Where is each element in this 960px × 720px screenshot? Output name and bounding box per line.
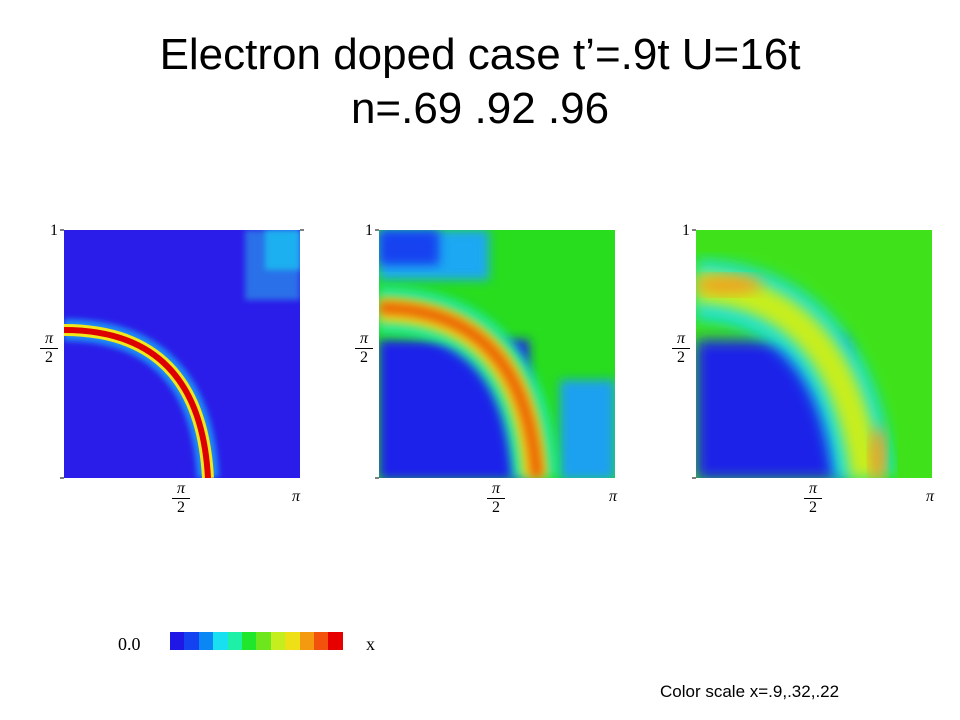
- color-swatch-6: [256, 632, 271, 650]
- color-swatch-2: [198, 632, 214, 650]
- x-frac-num: π: [172, 480, 190, 499]
- color-scale-min-label: 0.0: [118, 634, 141, 654]
- y-label-1: 1: [50, 222, 58, 239]
- y-frac-num: π: [672, 330, 690, 349]
- title-line-2: n=.69 .92 .96: [350, 84, 610, 133]
- plot-3-hot-bottom: [870, 427, 886, 478]
- plot-1-corner-inner: [265, 230, 300, 270]
- plot-2-top-left-dark: [379, 230, 439, 265]
- x-label-pi-half: π 2: [172, 480, 190, 517]
- contour-plot-3: 1 π 2 π 2 π: [672, 200, 960, 530]
- y-label-1: 1: [365, 222, 373, 239]
- color-swatch-9: [299, 632, 314, 650]
- contour-plot-2-svg: [375, 229, 615, 479]
- y-label-pi-half: π 2: [672, 330, 690, 367]
- slide-title: Electron doped case t’=.9t U=16t n=.69 .…: [0, 28, 960, 136]
- y-label-pi-half: π 2: [355, 330, 373, 367]
- x-label-pi: π: [609, 488, 618, 505]
- title-line-1: Electron doped case t’=.9t U=16t: [159, 30, 801, 79]
- x-label-pi-half: π 2: [804, 480, 822, 517]
- x-frac-den: 2: [492, 499, 500, 516]
- color-swatch-8: [285, 632, 300, 650]
- color-swatch-10: [313, 632, 329, 650]
- x-frac-num: π: [804, 480, 822, 499]
- color-swatch-5: [241, 632, 257, 650]
- color-swatch-1: [184, 632, 199, 650]
- plot-3-hot-left: [696, 276, 762, 294]
- plot-2-right-low: [560, 380, 615, 478]
- y-label-pi-half: π 2: [40, 330, 58, 367]
- y-frac-den: 2: [45, 349, 53, 366]
- color-swatch-3: [213, 632, 228, 650]
- y-label-1: 1: [682, 222, 690, 239]
- color-scale-bar: [170, 632, 343, 650]
- contour-plot-1: 1 π 2 π 2 π: [40, 200, 340, 530]
- color-scale-note: Color scale x=.9,.32,.22: [660, 682, 840, 701]
- color-swatch-0: [170, 632, 185, 650]
- x-label-pi: π: [292, 488, 301, 505]
- x-label-pi: π: [926, 488, 935, 505]
- color-swatch-11: [328, 632, 343, 650]
- x-frac-den: 2: [177, 499, 185, 516]
- x-label-pi-half: π 2: [487, 480, 505, 517]
- y-frac-den: 2: [677, 349, 685, 366]
- x-frac-den: 2: [809, 499, 817, 516]
- contour-plot-1-svg: [60, 229, 304, 479]
- color-swatch-4: [227, 632, 242, 650]
- color-scale-max-label: x: [366, 634, 375, 654]
- y-frac-num: π: [355, 330, 373, 349]
- y-frac-num: π: [40, 330, 58, 349]
- color-swatch-7: [270, 632, 286, 650]
- contour-plot-2: 1 π 2 π 2 π: [355, 200, 655, 530]
- plot-1-ridge: [64, 327, 211, 478]
- contour-plot-3-svg: [692, 229, 932, 479]
- x-frac-num: π: [487, 480, 505, 499]
- plot-2-ridge: [379, 302, 543, 478]
- y-frac-den: 2: [360, 349, 368, 366]
